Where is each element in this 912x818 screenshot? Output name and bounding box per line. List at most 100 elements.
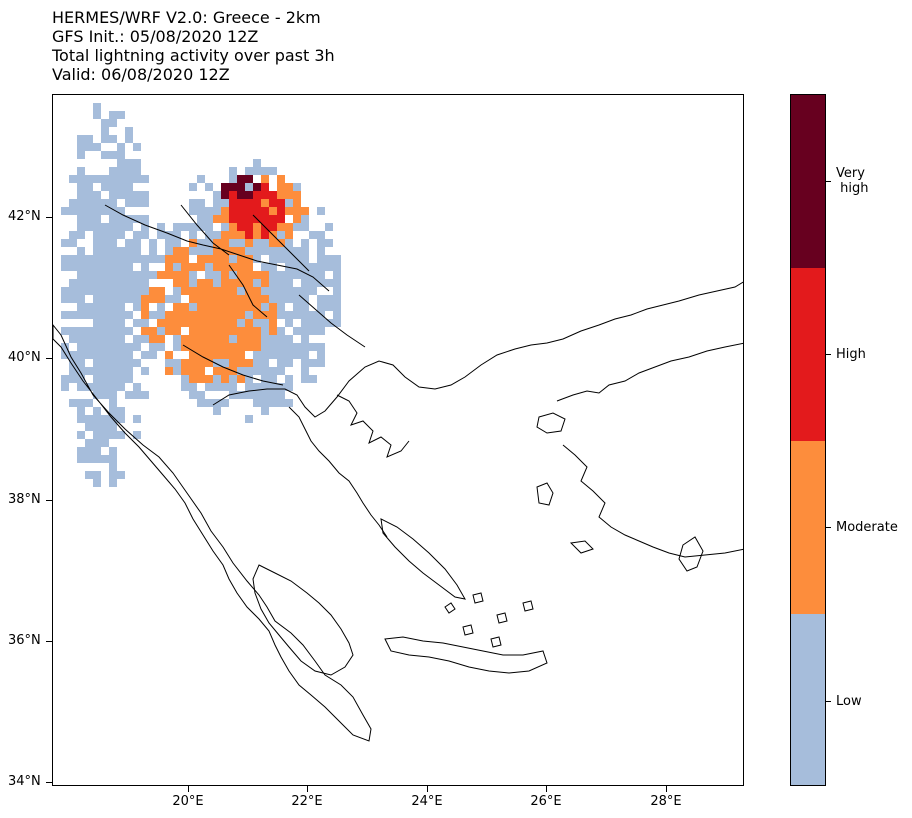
lightning-cell-moderate: [245, 359, 253, 367]
lightning-cell-moderate: [205, 375, 213, 383]
lightning-cell-low: [109, 151, 117, 159]
lightning-cell-low: [109, 255, 117, 263]
lightning-cell-low: [77, 303, 85, 311]
lightning-cell-low: [93, 239, 101, 247]
lightning-cell-moderate: [189, 295, 197, 303]
lightning-cell-moderate: [253, 231, 261, 239]
lightning-cell-moderate: [149, 295, 157, 303]
lightning-cell-low: [101, 303, 109, 311]
north-greece-coast: [212, 281, 743, 418]
lightning-cell-low: [269, 271, 277, 279]
lightning-cell-low: [117, 223, 125, 231]
lightning-cell-low: [253, 159, 261, 167]
lightning-cell-low: [125, 167, 133, 175]
lightning-cell-low: [109, 319, 117, 327]
lon-tick: [546, 786, 547, 792]
lightning-cell-low: [325, 295, 333, 303]
lightning-cell-low: [133, 255, 141, 263]
lightning-cell-moderate: [197, 295, 205, 303]
lightning-cell-low: [245, 383, 253, 391]
lightning-cell-low: [141, 367, 149, 375]
lightning-cell-low: [93, 431, 101, 439]
lightning-cell-low: [77, 311, 85, 319]
lightning-cell-low: [125, 375, 133, 383]
lightning-cell-low: [325, 263, 333, 271]
lightning-cell-moderate: [181, 311, 189, 319]
lightning-cell-moderate: [165, 311, 173, 319]
lightning-cell-moderate: [237, 271, 245, 279]
lightning-cell-low: [133, 191, 141, 199]
lightning-cell-low: [197, 207, 205, 215]
lightning-cell-moderate: [245, 335, 253, 343]
lightning-cell-low: [77, 447, 85, 455]
lightning-cell-moderate: [229, 359, 237, 367]
lightning-cell-low: [133, 175, 141, 183]
lightning-cell-low: [77, 207, 85, 215]
lightning-cell-low: [173, 223, 181, 231]
lightning-cell-low: [117, 359, 125, 367]
lightning-cell-moderate: [149, 287, 157, 295]
lightning-cell-moderate: [277, 175, 285, 183]
lightning-cell-low: [293, 343, 301, 351]
lightning-cell-moderate: [221, 263, 229, 271]
lightning-cell-moderate: [181, 279, 189, 287]
lightning-cell-low: [317, 295, 325, 303]
lightning-cell-low: [237, 319, 245, 327]
lightning-cell-low: [133, 215, 141, 223]
lightning-cell-moderate: [205, 279, 213, 287]
lightning-cell-low: [85, 423, 93, 431]
lightning-cell-low: [181, 383, 189, 391]
lightning-cell-moderate: [213, 351, 221, 359]
lightning-cell-moderate: [229, 279, 237, 287]
lightning-cell-low: [93, 287, 101, 295]
lightning-cell-moderate: [269, 239, 277, 247]
lightning-cell-moderate: [253, 311, 261, 319]
lightning-cell-low: [317, 207, 325, 215]
lightning-cell-low: [77, 255, 85, 263]
lightning-cell-moderate: [181, 247, 189, 255]
lightning-cell-low: [101, 239, 109, 247]
lightning-cell-moderate: [173, 271, 181, 279]
lightning-cell-low: [133, 231, 141, 239]
lightning-cell-low: [77, 231, 85, 239]
lightning-cell-moderate: [165, 271, 173, 279]
lightning-cell-low: [237, 391, 245, 399]
lightning-cell-low: [197, 247, 205, 255]
lightning-cell-low: [141, 335, 149, 343]
lightning-cell-moderate: [197, 263, 205, 271]
lightning-cell-moderate: [181, 335, 189, 343]
lightning-cell-low: [125, 271, 133, 279]
lightning-cell-moderate: [189, 319, 197, 327]
lightning-cell-low: [141, 319, 149, 327]
lightning-cell-low: [101, 431, 109, 439]
lightning-cell-low: [101, 287, 109, 295]
lightning-cell-very-high: [229, 183, 237, 191]
lightning-cell-low: [117, 287, 125, 295]
lightning-cell-low: [117, 231, 125, 239]
lightning-cell-low: [101, 127, 109, 135]
lightning-cell-low: [117, 311, 125, 319]
lightning-cell-low: [101, 279, 109, 287]
lightning-cell-low: [285, 343, 293, 351]
lightning-cell-low: [125, 367, 133, 375]
lightning-cell-low: [197, 215, 205, 223]
lightning-cell-low: [301, 375, 309, 383]
lightning-cell-low: [77, 191, 85, 199]
lightning-cell-low: [221, 223, 229, 231]
lightning-cell-low: [141, 175, 149, 183]
lightning-cell-moderate: [221, 239, 229, 247]
lightning-cell-low: [269, 351, 277, 359]
lightning-cell-moderate: [229, 327, 237, 335]
lightning-cell-moderate: [269, 303, 277, 311]
lightning-cell-very-high: [245, 175, 253, 183]
lightning-cell-low: [85, 199, 93, 207]
lightning-cell-low: [165, 359, 173, 367]
lightning-cell-low: [93, 319, 101, 327]
lightning-cell-low: [101, 327, 109, 335]
lightning-cell-low: [213, 231, 221, 239]
lightning-cell-low: [213, 279, 221, 287]
lightning-cell-low: [293, 223, 301, 231]
lightning-cell-low: [133, 287, 141, 295]
lightning-cell-moderate: [197, 287, 205, 295]
lightning-cell-low: [189, 303, 197, 311]
